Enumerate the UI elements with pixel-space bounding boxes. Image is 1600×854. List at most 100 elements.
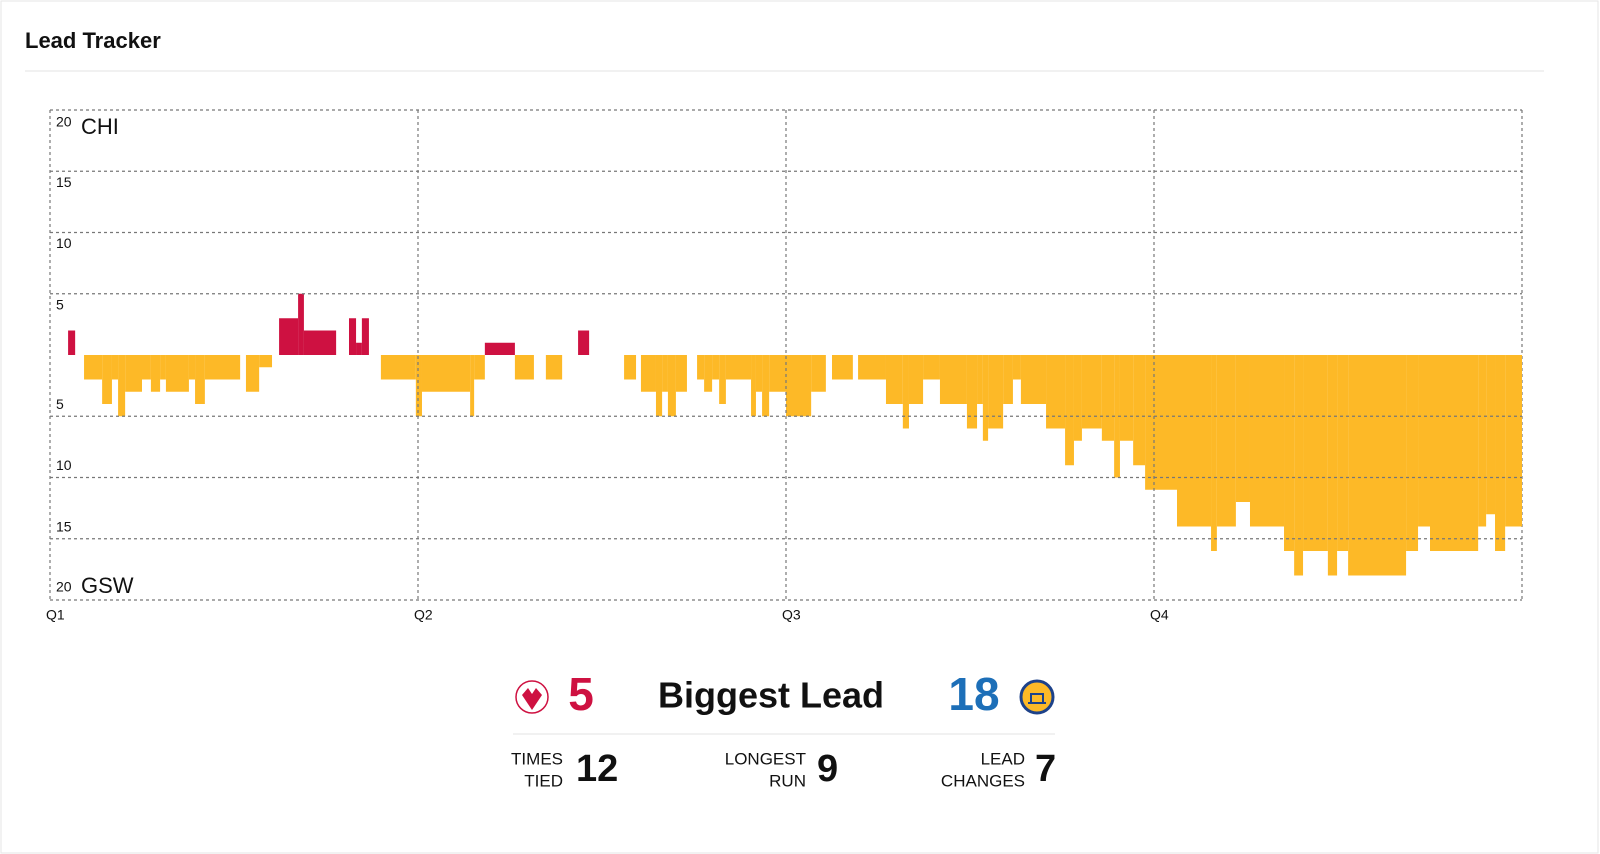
- lead-bar: [923, 355, 940, 380]
- logo-bull: [522, 688, 542, 710]
- lead-bar: [1495, 355, 1506, 551]
- y-tick-label: 15: [56, 518, 72, 534]
- lead-bar: [1065, 355, 1074, 466]
- lead-bar: [1486, 355, 1496, 515]
- lead-bar: [966, 355, 978, 429]
- y-tick-label: 20: [56, 114, 72, 130]
- bars: [68, 293, 1522, 576]
- lead-bar: [640, 355, 656, 392]
- lead-bar: [1114, 355, 1120, 478]
- lead-bar: [655, 355, 663, 417]
- stats: 5 Biggest Lead 18 TIMES TIED 12 LONGEST RUN 9 LEA…: [511, 668, 1056, 790]
- team-label: CHI: [81, 114, 119, 139]
- lead-bar: [762, 355, 770, 417]
- stat-label: LEAD: [981, 749, 1025, 768]
- stat-label: TIED: [524, 771, 563, 790]
- card-title: Lead Tracker: [25, 28, 161, 53]
- stat-value: 12: [576, 748, 618, 790]
- lead-bar: [1430, 355, 1479, 551]
- lead-bar: [1046, 355, 1066, 429]
- lead-bar: [1406, 355, 1419, 551]
- stat-value: 7: [1035, 748, 1056, 790]
- lead-bar: [1073, 355, 1082, 441]
- lead-bar: [988, 355, 1004, 429]
- lead-bar: [102, 355, 112, 404]
- lead-bar: [361, 318, 369, 355]
- lead-bar: [786, 355, 812, 417]
- lead-bar: [484, 342, 515, 355]
- lead-bar: [769, 355, 786, 392]
- lead-bar: [1294, 355, 1304, 576]
- y-tick-label: 5: [56, 296, 64, 312]
- lead-bar: [1303, 355, 1328, 551]
- lead-bar: [474, 355, 485, 380]
- chi-biggest-lead: 5: [568, 668, 594, 720]
- lead-bar: [118, 355, 126, 417]
- lead-bar: [380, 355, 416, 380]
- lead-bar: [1235, 355, 1250, 502]
- lead-bar: [150, 355, 161, 392]
- y-tick-label: 10: [56, 235, 72, 251]
- lead-bar: [675, 355, 687, 392]
- lead-bar: [545, 355, 563, 380]
- lead-bar: [1211, 355, 1217, 551]
- lead-bar: [1003, 355, 1013, 404]
- lead-bar: [858, 355, 886, 380]
- stat-label: RUN: [769, 771, 806, 790]
- lead-bar: [725, 355, 752, 380]
- lead-bar: [245, 355, 260, 392]
- lead-bar: [1478, 355, 1487, 527]
- x-tick-label: Q2: [414, 607, 433, 623]
- lead-bar: [514, 355, 534, 380]
- lead-bar: [578, 330, 590, 355]
- lead-bar: [142, 355, 151, 380]
- lead-bar: [1249, 355, 1285, 527]
- chi-logo: [515, 680, 549, 714]
- lead-bar: [624, 355, 637, 380]
- lead-bar: [902, 355, 909, 429]
- stat-label: CHANGES: [941, 771, 1025, 790]
- biggest-lead-label: Biggest Lead: [658, 675, 884, 716]
- lead-bar: [415, 355, 422, 417]
- lead-bar: [811, 355, 826, 392]
- lead-bar: [349, 318, 357, 355]
- lead-bar: [1133, 355, 1146, 466]
- y-tick-label: 20: [56, 579, 72, 595]
- gsw-biggest-lead: 18: [948, 668, 999, 720]
- lead-bar: [1119, 355, 1134, 441]
- x-tick-label: Q3: [782, 607, 801, 623]
- lead-bar: [1177, 355, 1212, 527]
- lead-bar: [908, 355, 924, 404]
- team-label: GSW: [81, 573, 134, 598]
- lead-bar: [751, 355, 756, 417]
- lead-bar: [1327, 355, 1338, 576]
- lead-bar: [111, 355, 119, 380]
- stat-value: 9: [817, 748, 838, 790]
- lead-bar: [1101, 355, 1115, 441]
- lead-bar: [885, 355, 903, 404]
- lead-bar: [160, 355, 166, 380]
- lead-bar: [356, 342, 362, 355]
- lead-bar: [712, 355, 720, 380]
- lead-bar: [697, 355, 705, 380]
- lead-bar: [1020, 355, 1047, 404]
- lead-bar: [1081, 355, 1102, 429]
- lead-bar: [165, 355, 189, 392]
- lead-bar: [1348, 355, 1407, 576]
- lead-bar: [1418, 355, 1430, 527]
- lead-bar: [298, 293, 304, 355]
- lead-bar: [755, 355, 763, 392]
- lead-bar: [470, 355, 475, 417]
- lead-bar: [421, 355, 471, 392]
- lead-bar: [303, 330, 337, 355]
- lead-bar: [719, 355, 726, 404]
- stat-label: LONGEST: [725, 749, 806, 768]
- lead-bar: [939, 355, 967, 404]
- lead-bar: [195, 355, 205, 404]
- x-tick-label: Q4: [1150, 607, 1169, 623]
- lead-bar: [125, 355, 142, 392]
- lead-bar: [662, 355, 668, 392]
- x-tick-label: Q1: [46, 607, 65, 623]
- lead-bar: [982, 355, 989, 441]
